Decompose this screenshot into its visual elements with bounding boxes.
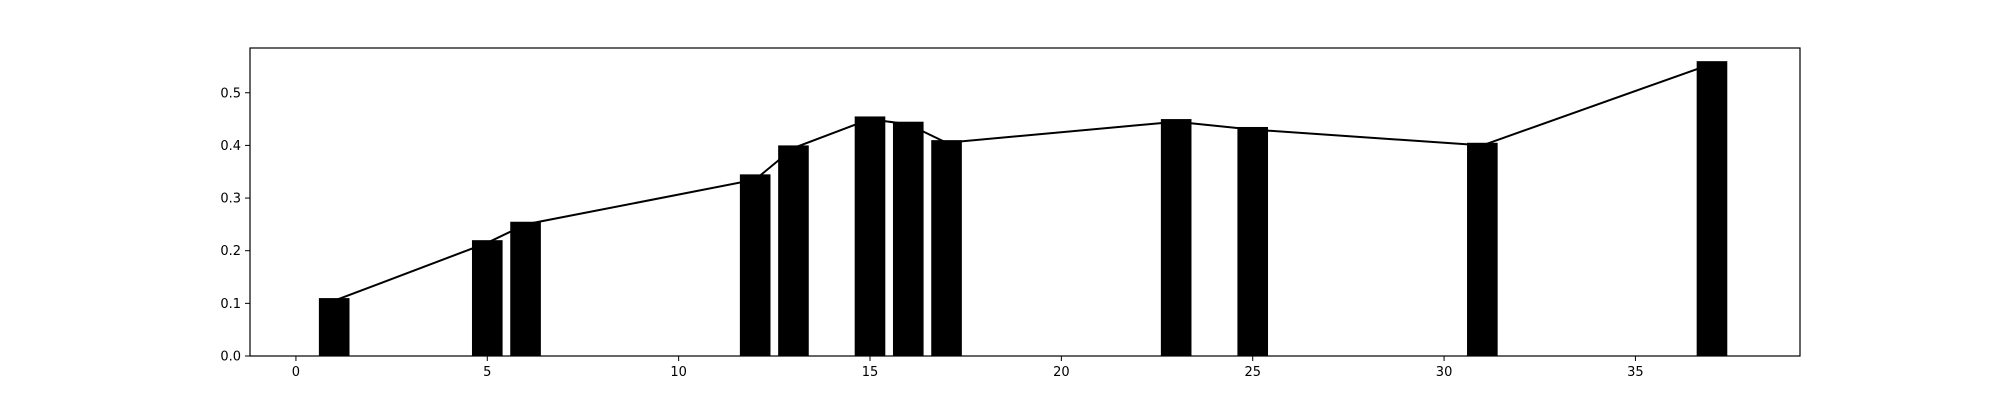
y-tick-label: 0.3	[220, 192, 241, 207]
bars-group	[318, 61, 1728, 357]
bar-6	[510, 221, 541, 356]
y-tick-label: 0.1	[220, 297, 241, 312]
y-tick-label: 0.5	[220, 86, 241, 101]
bar-1	[318, 298, 350, 356]
x-tick-label: 30	[1436, 365, 1453, 380]
bar-13	[778, 145, 809, 356]
y-tick-label: 0.2	[220, 244, 241, 259]
y-tick-label: 0.0	[220, 350, 241, 365]
trend-line	[333, 62, 1713, 302]
x-tick-label: 15	[862, 365, 879, 380]
bar-5	[471, 240, 503, 356]
bar-31	[1467, 142, 1498, 356]
bar-16	[892, 121, 924, 356]
bar-25	[1237, 126, 1269, 356]
x-tick-label: 0	[292, 365, 300, 380]
bar-12	[739, 174, 771, 356]
x-tick-label: 10	[670, 365, 687, 380]
x-tick-label: 20	[1053, 365, 1070, 380]
x-tick-label: 35	[1627, 365, 1644, 380]
x-tick-label: 5	[483, 365, 491, 380]
y-tick-label: 0.4	[220, 139, 241, 154]
bar-23	[1160, 119, 1192, 356]
bar-17	[931, 140, 962, 356]
x-tick-label: 25	[1244, 365, 1261, 380]
plot-area-frame	[249, 47, 1801, 357]
x-axis-ticks: 0 5 10 15 20 25 30 35	[292, 356, 1644, 380]
bar-37	[1696, 61, 1728, 357]
bar-15	[854, 116, 886, 356]
y-axis-ticks: 0.0 0.1 0.2 0.3 0.4 0.5	[220, 86, 250, 365]
